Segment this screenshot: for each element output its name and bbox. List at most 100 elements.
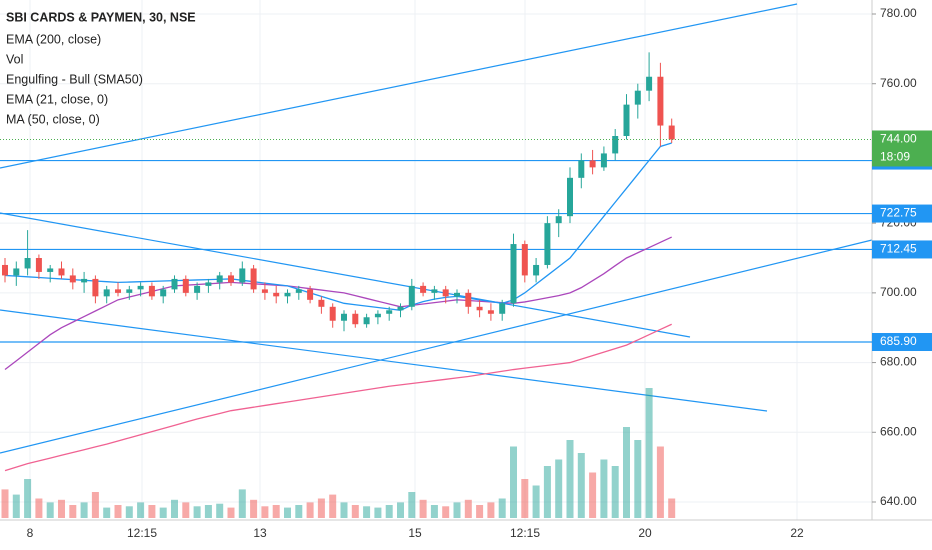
volume-bar [35, 498, 43, 518]
price-level-label: 712.45 [880, 242, 917, 256]
volume-bar [261, 506, 269, 518]
volume-bar [227, 507, 235, 518]
candle-body [137, 285, 144, 290]
volume-bar [566, 440, 574, 518]
volume-bar [476, 505, 484, 518]
candle-body [171, 278, 178, 290]
volume-bar [306, 502, 314, 518]
candle-body [295, 289, 302, 293]
candle-body [476, 306, 483, 311]
candle-body [58, 268, 65, 276]
candle-body [115, 289, 121, 293]
legend-entry: EMA (21, close, 0) [6, 92, 108, 106]
volume-bar [114, 505, 122, 518]
volume-bar [453, 502, 461, 518]
volume-bar [272, 505, 280, 518]
volume-bar [521, 479, 529, 518]
last-price-label: 744.00 [880, 132, 917, 146]
volume-bar [532, 485, 540, 518]
candle-body [363, 317, 370, 325]
volume-bar [397, 502, 404, 518]
x-tick-label: 20 [638, 526, 652, 540]
volume-bar [125, 506, 133, 518]
candle-body [442, 289, 449, 297]
candle-body [465, 292, 472, 307]
candle-body [544, 223, 551, 265]
candle-body [250, 268, 257, 290]
indicator-line [4, 323, 672, 472]
candle-body [160, 289, 167, 297]
candle-body [35, 258, 42, 272]
volume-bar [24, 479, 32, 518]
candle-body [454, 292, 460, 297]
volume-bar [284, 507, 291, 518]
x-tick-label: 12:15 [510, 526, 540, 540]
volume-bar [385, 505, 393, 518]
volume-bar [340, 502, 348, 518]
candle-body [612, 136, 619, 154]
candle-body [273, 292, 280, 297]
volume-bar [430, 505, 438, 518]
volume-bar [656, 446, 664, 518]
candle-body [228, 275, 234, 283]
candle-body [69, 275, 76, 283]
candle-body [657, 76, 664, 126]
candle-body [578, 160, 585, 178]
x-tick-label: 22 [790, 526, 804, 540]
y-tick-label: 780.00 [880, 6, 917, 20]
chart-title: SBI CARDS & PAYMEN, 30, NSE [6, 10, 196, 24]
trend-line [0, 212, 691, 338]
candle-body [555, 216, 562, 224]
legend-entry: MA (50, close, 0) [6, 112, 100, 126]
volume-bar [510, 446, 517, 518]
candle-body [2, 264, 8, 276]
volume-bar [408, 492, 416, 518]
price-level-badge [872, 204, 932, 223]
candle-body [397, 306, 404, 311]
legend-entry: Engulfing - Bull (SMA50) [6, 72, 143, 86]
volume-bar [216, 503, 224, 518]
candle-body [182, 278, 189, 293]
candle-body [589, 160, 596, 168]
y-tick-label: 760.00 [880, 76, 917, 90]
y-tick-label: 640.00 [880, 494, 917, 508]
y-tick-label: 700.00 [880, 285, 917, 299]
legend-entry: EMA (200, close) [6, 32, 101, 46]
volume-bar [159, 507, 167, 518]
price-level-badge [872, 240, 932, 259]
candle-body [623, 104, 630, 136]
volume-bar [645, 388, 653, 518]
trend-line [0, 309, 768, 412]
candle-body [148, 285, 155, 297]
candle-body [510, 244, 517, 304]
x-tick-label: 13 [253, 526, 267, 540]
volume-bar [204, 505, 212, 518]
candle-body [420, 285, 427, 293]
candle-body [205, 282, 212, 286]
volume-bar [351, 505, 359, 518]
candle-body [318, 299, 325, 307]
volume-bar [1, 489, 9, 518]
volume-bar [58, 499, 65, 518]
volume-bar [295, 505, 303, 518]
volume-bar [46, 502, 54, 518]
volume-bar [419, 499, 427, 518]
candle-body [567, 177, 573, 217]
volume-bar [374, 507, 382, 518]
candle-body [329, 306, 336, 321]
candle-body [81, 278, 88, 283]
candle-body [307, 289, 314, 300]
candle-body [352, 313, 359, 325]
volume-bar [555, 459, 563, 518]
candle-body [47, 268, 54, 272]
candle-body [634, 90, 641, 105]
volume-bar [103, 507, 111, 518]
last-price-badge [872, 130, 932, 167]
volume-bar [193, 506, 201, 518]
candle-body [600, 153, 607, 168]
candle-body [194, 285, 201, 293]
candle-body [103, 289, 110, 297]
volume-bar [363, 506, 371, 518]
